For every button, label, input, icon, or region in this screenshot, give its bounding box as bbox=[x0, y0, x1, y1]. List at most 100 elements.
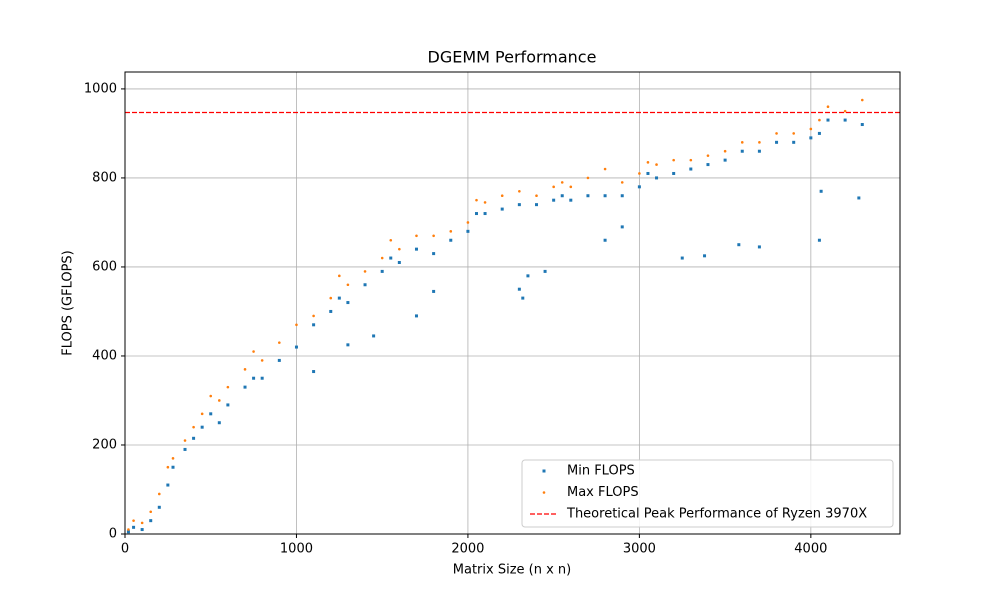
point bbox=[183, 447, 187, 451]
y-tick-label: 600 bbox=[92, 259, 117, 274]
point bbox=[483, 212, 487, 216]
point bbox=[672, 158, 675, 162]
point bbox=[521, 296, 525, 300]
point bbox=[209, 412, 213, 416]
point bbox=[397, 260, 401, 264]
point bbox=[757, 245, 761, 249]
point bbox=[535, 203, 539, 207]
point bbox=[819, 189, 823, 193]
point bbox=[518, 189, 521, 193]
point bbox=[363, 283, 367, 287]
point bbox=[329, 296, 333, 300]
point bbox=[217, 421, 221, 425]
x-tick-label: 3000 bbox=[623, 542, 656, 557]
point bbox=[166, 465, 170, 469]
point bbox=[535, 194, 538, 198]
point bbox=[192, 425, 195, 429]
x-tick-label: 2000 bbox=[451, 542, 484, 557]
point bbox=[260, 359, 264, 362]
point bbox=[552, 185, 555, 189]
point bbox=[183, 439, 187, 442]
point bbox=[703, 254, 707, 258]
point bbox=[200, 412, 204, 416]
legend-marker bbox=[542, 469, 546, 473]
point bbox=[149, 510, 153, 514]
point bbox=[277, 358, 281, 362]
point bbox=[346, 283, 350, 287]
point bbox=[569, 185, 573, 189]
point bbox=[517, 287, 521, 291]
point bbox=[689, 158, 693, 162]
point bbox=[560, 181, 564, 184]
point bbox=[380, 269, 384, 273]
y-tick-label: 800 bbox=[92, 170, 117, 185]
point bbox=[569, 198, 573, 202]
chart-title: DGEMM Performance bbox=[428, 48, 597, 67]
point bbox=[857, 196, 861, 200]
point bbox=[132, 519, 135, 522]
point bbox=[500, 207, 504, 211]
point bbox=[475, 198, 478, 202]
plot-frame bbox=[124, 71, 901, 535]
point bbox=[126, 530, 130, 534]
point bbox=[218, 399, 221, 402]
point bbox=[171, 457, 175, 460]
point bbox=[526, 274, 530, 278]
point bbox=[127, 528, 130, 531]
point bbox=[363, 270, 367, 273]
point bbox=[560, 194, 564, 198]
point bbox=[817, 131, 821, 135]
x-tick-label: 1000 bbox=[280, 542, 313, 557]
point bbox=[414, 314, 418, 318]
point bbox=[517, 203, 521, 207]
point bbox=[252, 376, 256, 380]
point bbox=[809, 136, 813, 140]
point bbox=[586, 194, 590, 198]
point bbox=[792, 140, 796, 144]
y-axis-label: FLOPS (GFLOPS) bbox=[61, 250, 76, 356]
point bbox=[243, 385, 247, 389]
y-tick-label: 0 bbox=[109, 527, 117, 542]
point bbox=[389, 256, 393, 260]
legend-label: Theoretical Peak Performance of Ryzen 39… bbox=[566, 507, 867, 522]
point bbox=[809, 127, 813, 131]
point bbox=[818, 118, 821, 122]
point bbox=[337, 296, 341, 300]
point bbox=[603, 194, 607, 198]
point bbox=[860, 98, 864, 102]
point bbox=[466, 229, 470, 233]
point bbox=[637, 185, 641, 189]
point bbox=[483, 201, 487, 204]
point bbox=[449, 238, 453, 242]
point bbox=[620, 225, 624, 229]
point bbox=[380, 256, 384, 260]
point bbox=[620, 181, 624, 184]
point bbox=[432, 289, 436, 293]
point bbox=[171, 465, 175, 469]
point bbox=[243, 368, 247, 371]
point bbox=[775, 132, 778, 135]
point bbox=[603, 167, 607, 171]
point bbox=[543, 269, 547, 273]
point bbox=[252, 350, 255, 353]
point bbox=[706, 154, 710, 157]
point bbox=[192, 436, 196, 440]
legend-box bbox=[521, 459, 894, 528]
point bbox=[414, 247, 418, 251]
point bbox=[706, 163, 710, 167]
point bbox=[295, 323, 298, 327]
point bbox=[157, 492, 161, 496]
point bbox=[294, 345, 298, 349]
x-tick-label: 4000 bbox=[794, 542, 827, 557]
y-tick-label: 400 bbox=[92, 348, 117, 363]
point bbox=[389, 238, 393, 242]
x-tick-label: 0 bbox=[121, 542, 129, 557]
point bbox=[737, 243, 741, 247]
point bbox=[860, 123, 864, 127]
legend-marker bbox=[542, 491, 546, 494]
point bbox=[826, 118, 830, 122]
point bbox=[140, 521, 144, 525]
point bbox=[329, 309, 333, 313]
y-tick-label: 200 bbox=[92, 437, 117, 452]
